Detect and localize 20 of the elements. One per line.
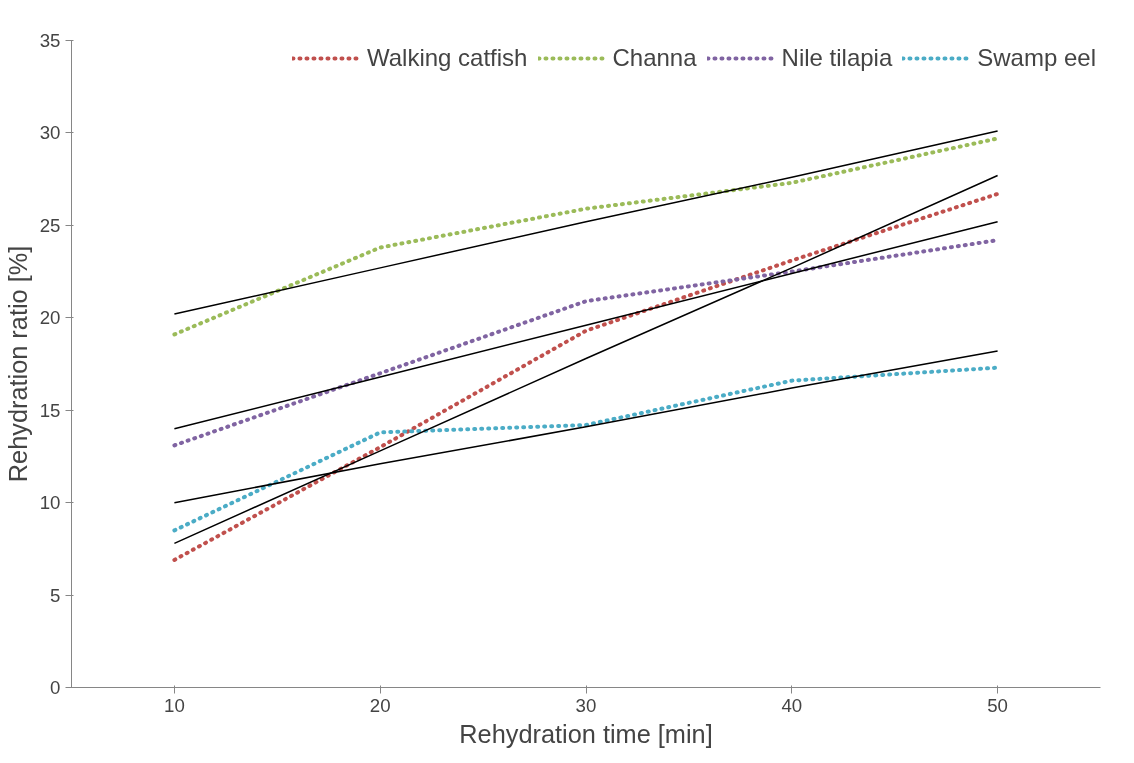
y-tick-label: 35 bbox=[39, 30, 61, 51]
y-tick-label: 10 bbox=[39, 492, 61, 514]
line-series bbox=[172, 365, 1000, 533]
legend-label: Nile tilapia bbox=[781, 44, 893, 72]
y-tick-label: 20 bbox=[39, 307, 61, 329]
x-tick-label: 30 bbox=[575, 694, 597, 716]
x-tick-label: 50 bbox=[987, 694, 1008, 716]
legend-label: Swamp eel bbox=[977, 44, 1096, 72]
x-tick-label: 20 bbox=[369, 694, 391, 716]
legend-label: Walking catfish bbox=[366, 44, 528, 72]
x-tick-label: 40 bbox=[781, 694, 803, 716]
x-axis-title: Rehydration time [min] bbox=[459, 719, 713, 748]
y-tick-label: 15 bbox=[39, 399, 61, 421]
y-tick-label: 5 bbox=[50, 584, 61, 606]
x-tick-label: 10 bbox=[164, 694, 185, 716]
y-tick-label: 30 bbox=[39, 122, 61, 144]
legend-label: Channa bbox=[612, 44, 697, 72]
y-axis-title: Rehydration ratio [%] bbox=[3, 245, 32, 483]
y-tick-label: 25 bbox=[39, 214, 61, 236]
y-tick-label: 0 bbox=[50, 677, 61, 698]
